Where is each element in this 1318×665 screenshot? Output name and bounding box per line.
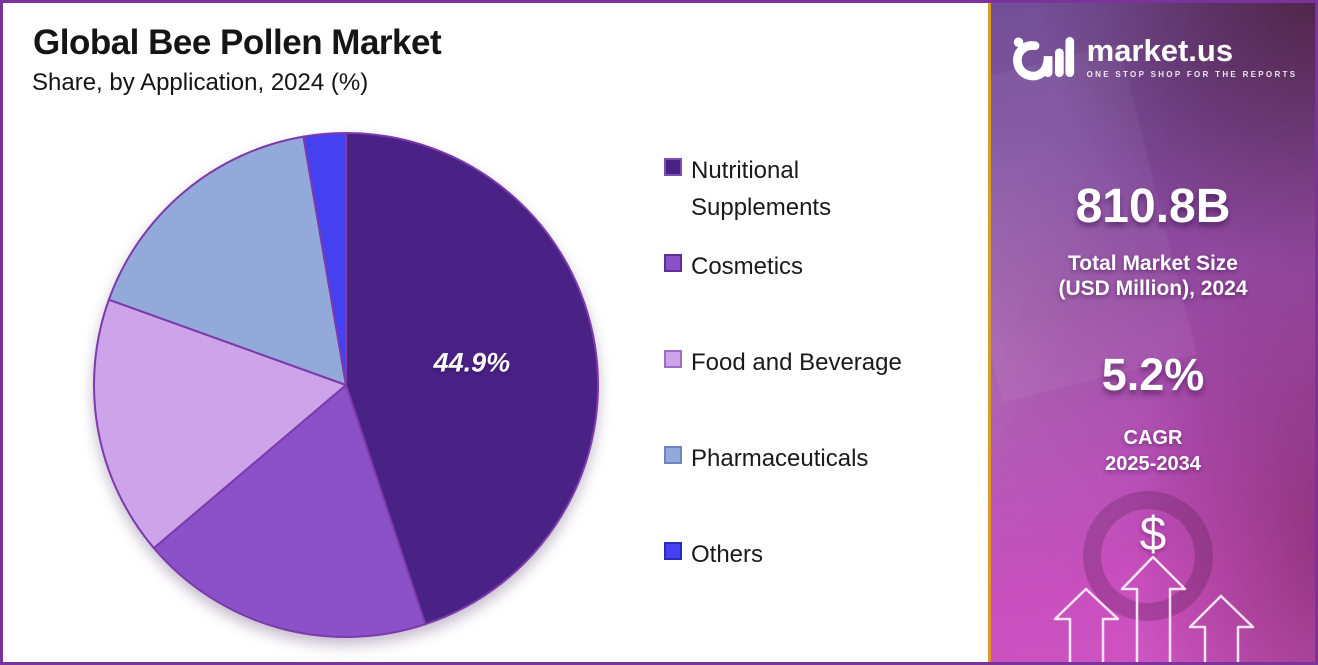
- brand-text: market.us ONE STOP SHOP FOR THE REPORTS: [1086, 32, 1298, 80]
- legend-label: Pharmaceuticals: [691, 445, 869, 472]
- pie-value-label: 44.9%: [433, 347, 511, 378]
- brand-tagline: ONE STOP SHOP FOR THE REPORTS: [1086, 70, 1298, 80]
- pie-slice: [345, 132, 599, 626]
- stat-cagr-caption-line1: CAGR: [1123, 427, 1183, 449]
- legend-label: Cosmetics: [691, 253, 804, 280]
- chart-panel: Global Bee Pollen Market Share, by Appli…: [3, 3, 988, 662]
- pie-chart-svg: [93, 132, 599, 638]
- arrow-up-icon: [1188, 594, 1255, 662]
- legend-swatch: [664, 542, 682, 560]
- stat-market-size-caption-line1: Total Market Size: [1068, 252, 1238, 275]
- pie-chart: 44.9%: [86, 125, 606, 645]
- legend-item: Others: [664, 536, 763, 573]
- chart-legend: Nutritional Supplements Cosmetics Food and…: [664, 3, 964, 662]
- stat-cagr-caption: CAGR 2025-2034: [991, 425, 1315, 477]
- pie-slice: [152, 384, 427, 638]
- brand-logo: market.us ONE STOP SHOP FOR THE REPORTS: [991, 29, 1315, 85]
- growth-arrows: [1053, 555, 1255, 662]
- legend-item: Nutritional Supplements: [664, 152, 941, 226]
- arrow-up-icon: [1120, 555, 1187, 662]
- legend-item: Cosmetics: [664, 248, 803, 285]
- brand-name: market.us: [1086, 32, 1234, 68]
- legend-label: Nutritional Supplements: [691, 157, 832, 222]
- legend-item: Pharmaceuticals: [664, 440, 868, 477]
- pie-slice: [302, 132, 347, 386]
- stat-market-size-caption-line2: (USD Million), 2024: [1058, 276, 1248, 300]
- dollar-symbol: $: [1139, 508, 1167, 561]
- legend-label: Others: [691, 541, 764, 568]
- stat-market-size-caption: Total Market Size (USD Million), 2024: [991, 252, 1315, 302]
- pie-slice: [107, 135, 347, 386]
- arrow-up-icon: [1053, 587, 1120, 662]
- market-us-logo-icon: [1009, 29, 1075, 85]
- chart-subtitle: Share, by Application, 2024 (%): [32, 69, 369, 96]
- legend-item: Food and Beverage: [664, 344, 902, 381]
- legend-swatch: [664, 158, 682, 176]
- stat-cagr-caption-line2: 2025-2034: [1105, 453, 1201, 475]
- chart-title: Global Bee Pollen Market: [33, 23, 442, 62]
- legend-swatch: [664, 446, 682, 464]
- legend-swatch: [664, 254, 682, 272]
- legend-label: Food and Beverage: [691, 349, 902, 376]
- brand-sidebar: market.us ONE STOP SHOP FOR THE REPORTS …: [988, 3, 1315, 662]
- stat-market-size-value: 810.8B: [1075, 180, 1231, 233]
- stat-cagr-value: 5.2%: [1101, 349, 1205, 400]
- pie-slice: [93, 298, 347, 550]
- legend-swatch: [664, 350, 682, 368]
